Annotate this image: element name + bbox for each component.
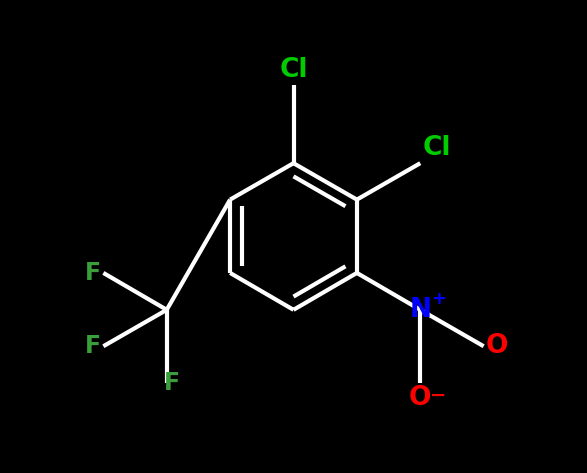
Text: Cl: Cl: [423, 135, 451, 161]
Text: O: O: [409, 385, 431, 412]
Text: O: O: [486, 333, 508, 359]
Text: +: +: [431, 290, 446, 308]
Text: F: F: [164, 371, 180, 395]
Text: N: N: [409, 297, 431, 323]
Text: −: −: [430, 385, 447, 404]
Text: Cl: Cl: [279, 57, 308, 83]
Text: F: F: [85, 261, 101, 285]
Text: F: F: [85, 334, 101, 358]
